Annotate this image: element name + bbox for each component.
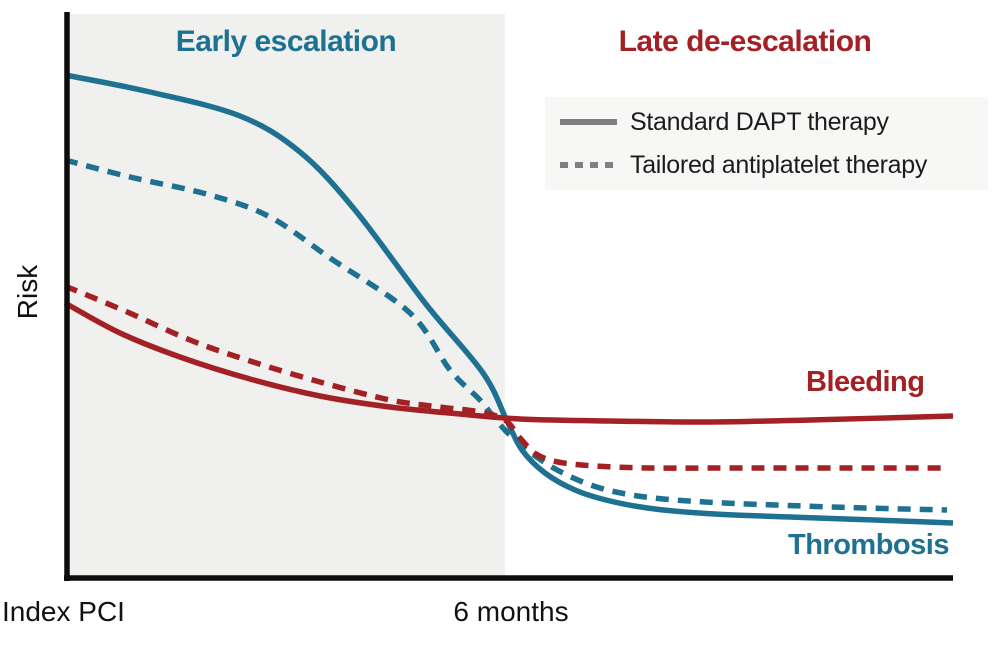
x-tick-6-months: 6 months [453,596,569,627]
bleeding-standard-curve [63,300,954,425]
thrombosis-curve-label: Thrombosis [788,529,949,561]
curves-layer [63,72,954,526]
thrombosis-tailored-curve [64,157,948,513]
dashed-line-swatch-icon [560,162,617,168]
y-axis-label: Risk [12,264,43,320]
legend: Standard DAPT therapy Tailored antiplate… [545,97,988,190]
legend-label-standard: Standard DAPT therapy [630,107,889,136]
early-phase-title: Early escalation [175,25,397,58]
legend-row-tailored: Tailored antiplatelet therapy [545,150,988,180]
early-escalation-shaded-region [70,14,505,576]
late-phase-title: Late de-escalation [618,25,872,58]
legend-row-standard: Standard DAPT therapy [545,107,988,137]
bleeding-tailored-curve [63,283,943,471]
bleeding-curve-label: Bleeding [806,366,925,398]
legend-label-tailored: Tailored antiplatelet therapy [630,150,928,179]
x-tick-index-pci: Index PCI [2,596,125,627]
solid-line-swatch-icon [560,119,617,125]
